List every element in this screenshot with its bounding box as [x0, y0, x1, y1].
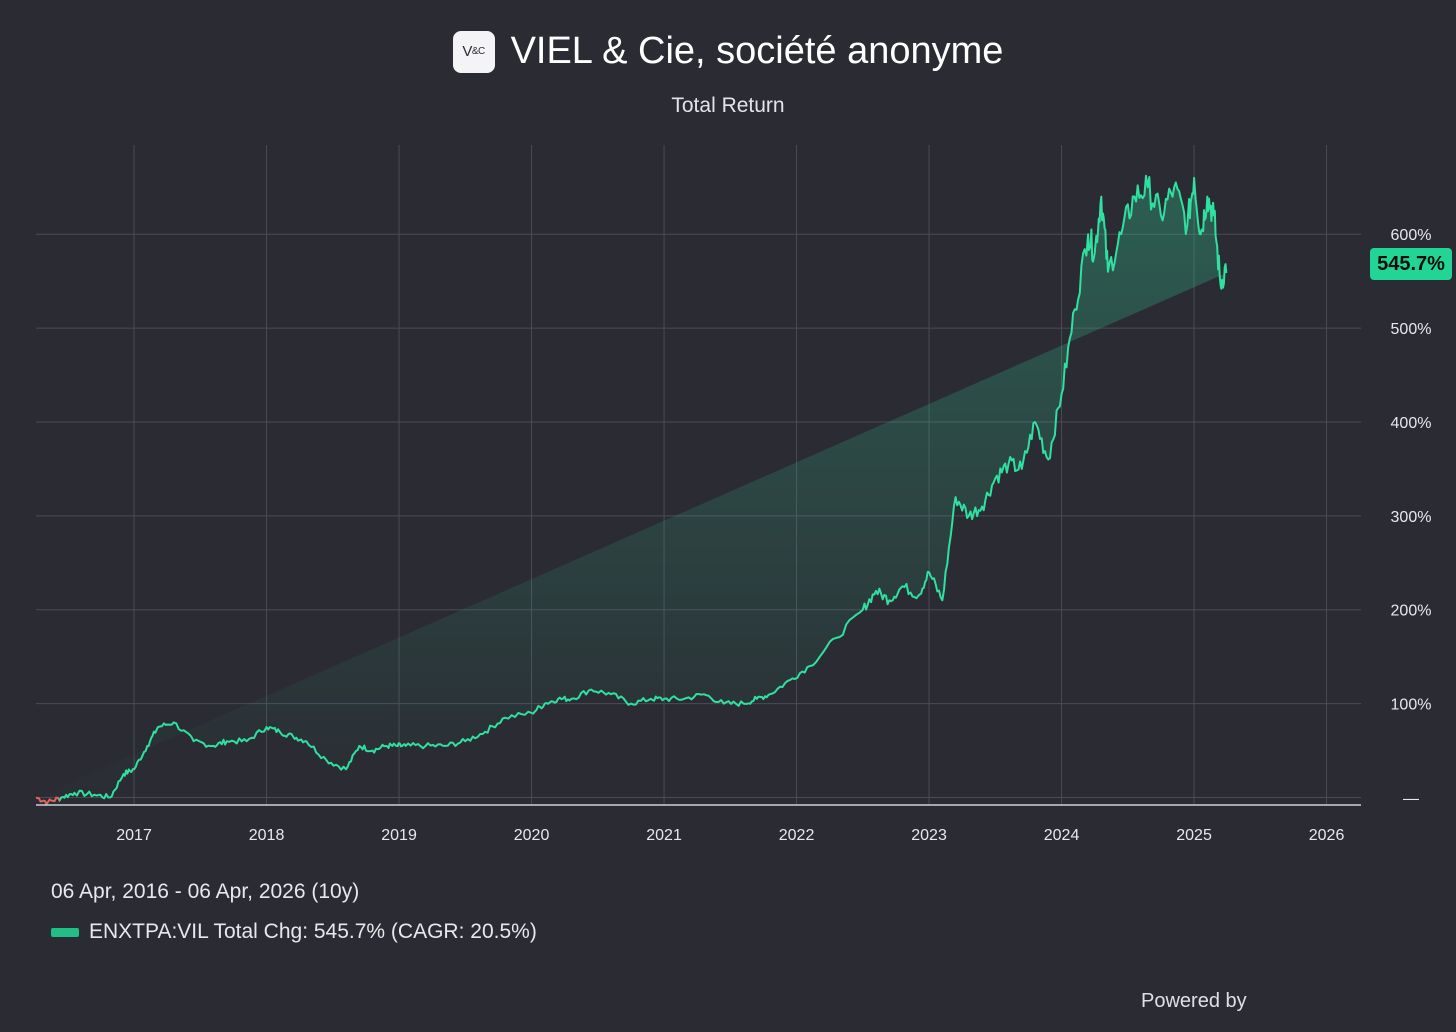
legend-label: ENXTPA:VIL Total Chg: 545.7% (CAGR: 20.5…: [89, 920, 537, 943]
x-tick-label: 2021: [646, 827, 682, 844]
x-tick-label: 2024: [1044, 827, 1080, 844]
legend: ENXTPA:VIL Total Chg: 545.7% (CAGR: 20.5…: [51, 920, 537, 944]
x-tick-label: 2019: [381, 827, 417, 844]
chart-header: V &C VIEL & Cie, société anonyme: [0, 30, 1456, 73]
x-tick-label: 2022: [779, 827, 815, 844]
chart-subtitle: Total Return: [671, 94, 785, 117]
y-tick-label: 400%: [1391, 415, 1432, 432]
x-tick-label: 2020: [514, 827, 550, 844]
company-logo: V &C: [452, 30, 495, 73]
series-line-negative: [35, 796, 63, 806]
series-line: [58, 174, 1228, 801]
x-tick-label: 2023: [911, 827, 947, 844]
y-tick-label: 500%: [1391, 321, 1432, 338]
x-tick-label: 2025: [1176, 827, 1212, 844]
x-tick-label: 2017: [116, 827, 152, 844]
axis-layer: 2017 2018 2019 2020 2021 2022 2023 2024 2025 2026…: [36, 227, 1431, 844]
powered-by: Powered by: [1141, 990, 1247, 1012]
date-range: 06 Apr, 2016 - 06 Apr, 2026 (10y): [51, 880, 360, 903]
area-fill: [36, 175, 1227, 804]
page-title: VIEL & Cie, société anonyme: [510, 30, 1004, 72]
legend-swatch: [51, 927, 79, 937]
y-tick-label: 200%: [1391, 603, 1432, 620]
y-tick-label: 100%: [1391, 697, 1432, 714]
area-layer: [36, 175, 1227, 804]
x-tick-label: 2026: [1309, 827, 1345, 844]
y-tick-label: 600%: [1391, 227, 1432, 244]
x-tick-label: 2018: [249, 827, 285, 844]
y-tick-label: 300%: [1391, 509, 1432, 526]
line-layer: [35, 174, 1228, 806]
y-tick-label: —: [1403, 790, 1419, 807]
last-value-badge: 545.7%: [1370, 248, 1452, 280]
